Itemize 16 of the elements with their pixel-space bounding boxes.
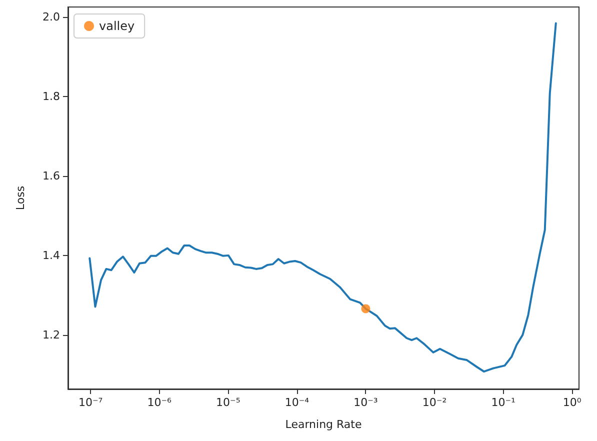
x-tick-label: 10⁻⁵ [216, 396, 240, 409]
x-tick-label: 10⁻² [422, 396, 447, 409]
y-tick-label: 1.4 [42, 248, 60, 262]
y-axis-title: Loss [14, 186, 27, 210]
y-tick-label: 2.0 [42, 10, 60, 24]
y-tick-label: 1.6 [42, 169, 60, 182]
x-tick-label: 10⁰ [562, 396, 582, 409]
x-tick-label: 10⁻¹ [491, 396, 516, 409]
x-tick-label: 10⁻⁶ [147, 396, 172, 409]
y-tick-label: 1.8 [42, 90, 60, 103]
x-tick-label: 10⁻⁷ [78, 396, 103, 409]
x-tick-label: 10⁻⁴ [284, 396, 310, 409]
y-tick-label: 1.2 [42, 328, 60, 342]
x-tick-label: 10⁻³ [354, 396, 378, 409]
x-axis-title: Learning Rate [285, 418, 362, 431]
legend-label: valley [99, 19, 135, 33]
